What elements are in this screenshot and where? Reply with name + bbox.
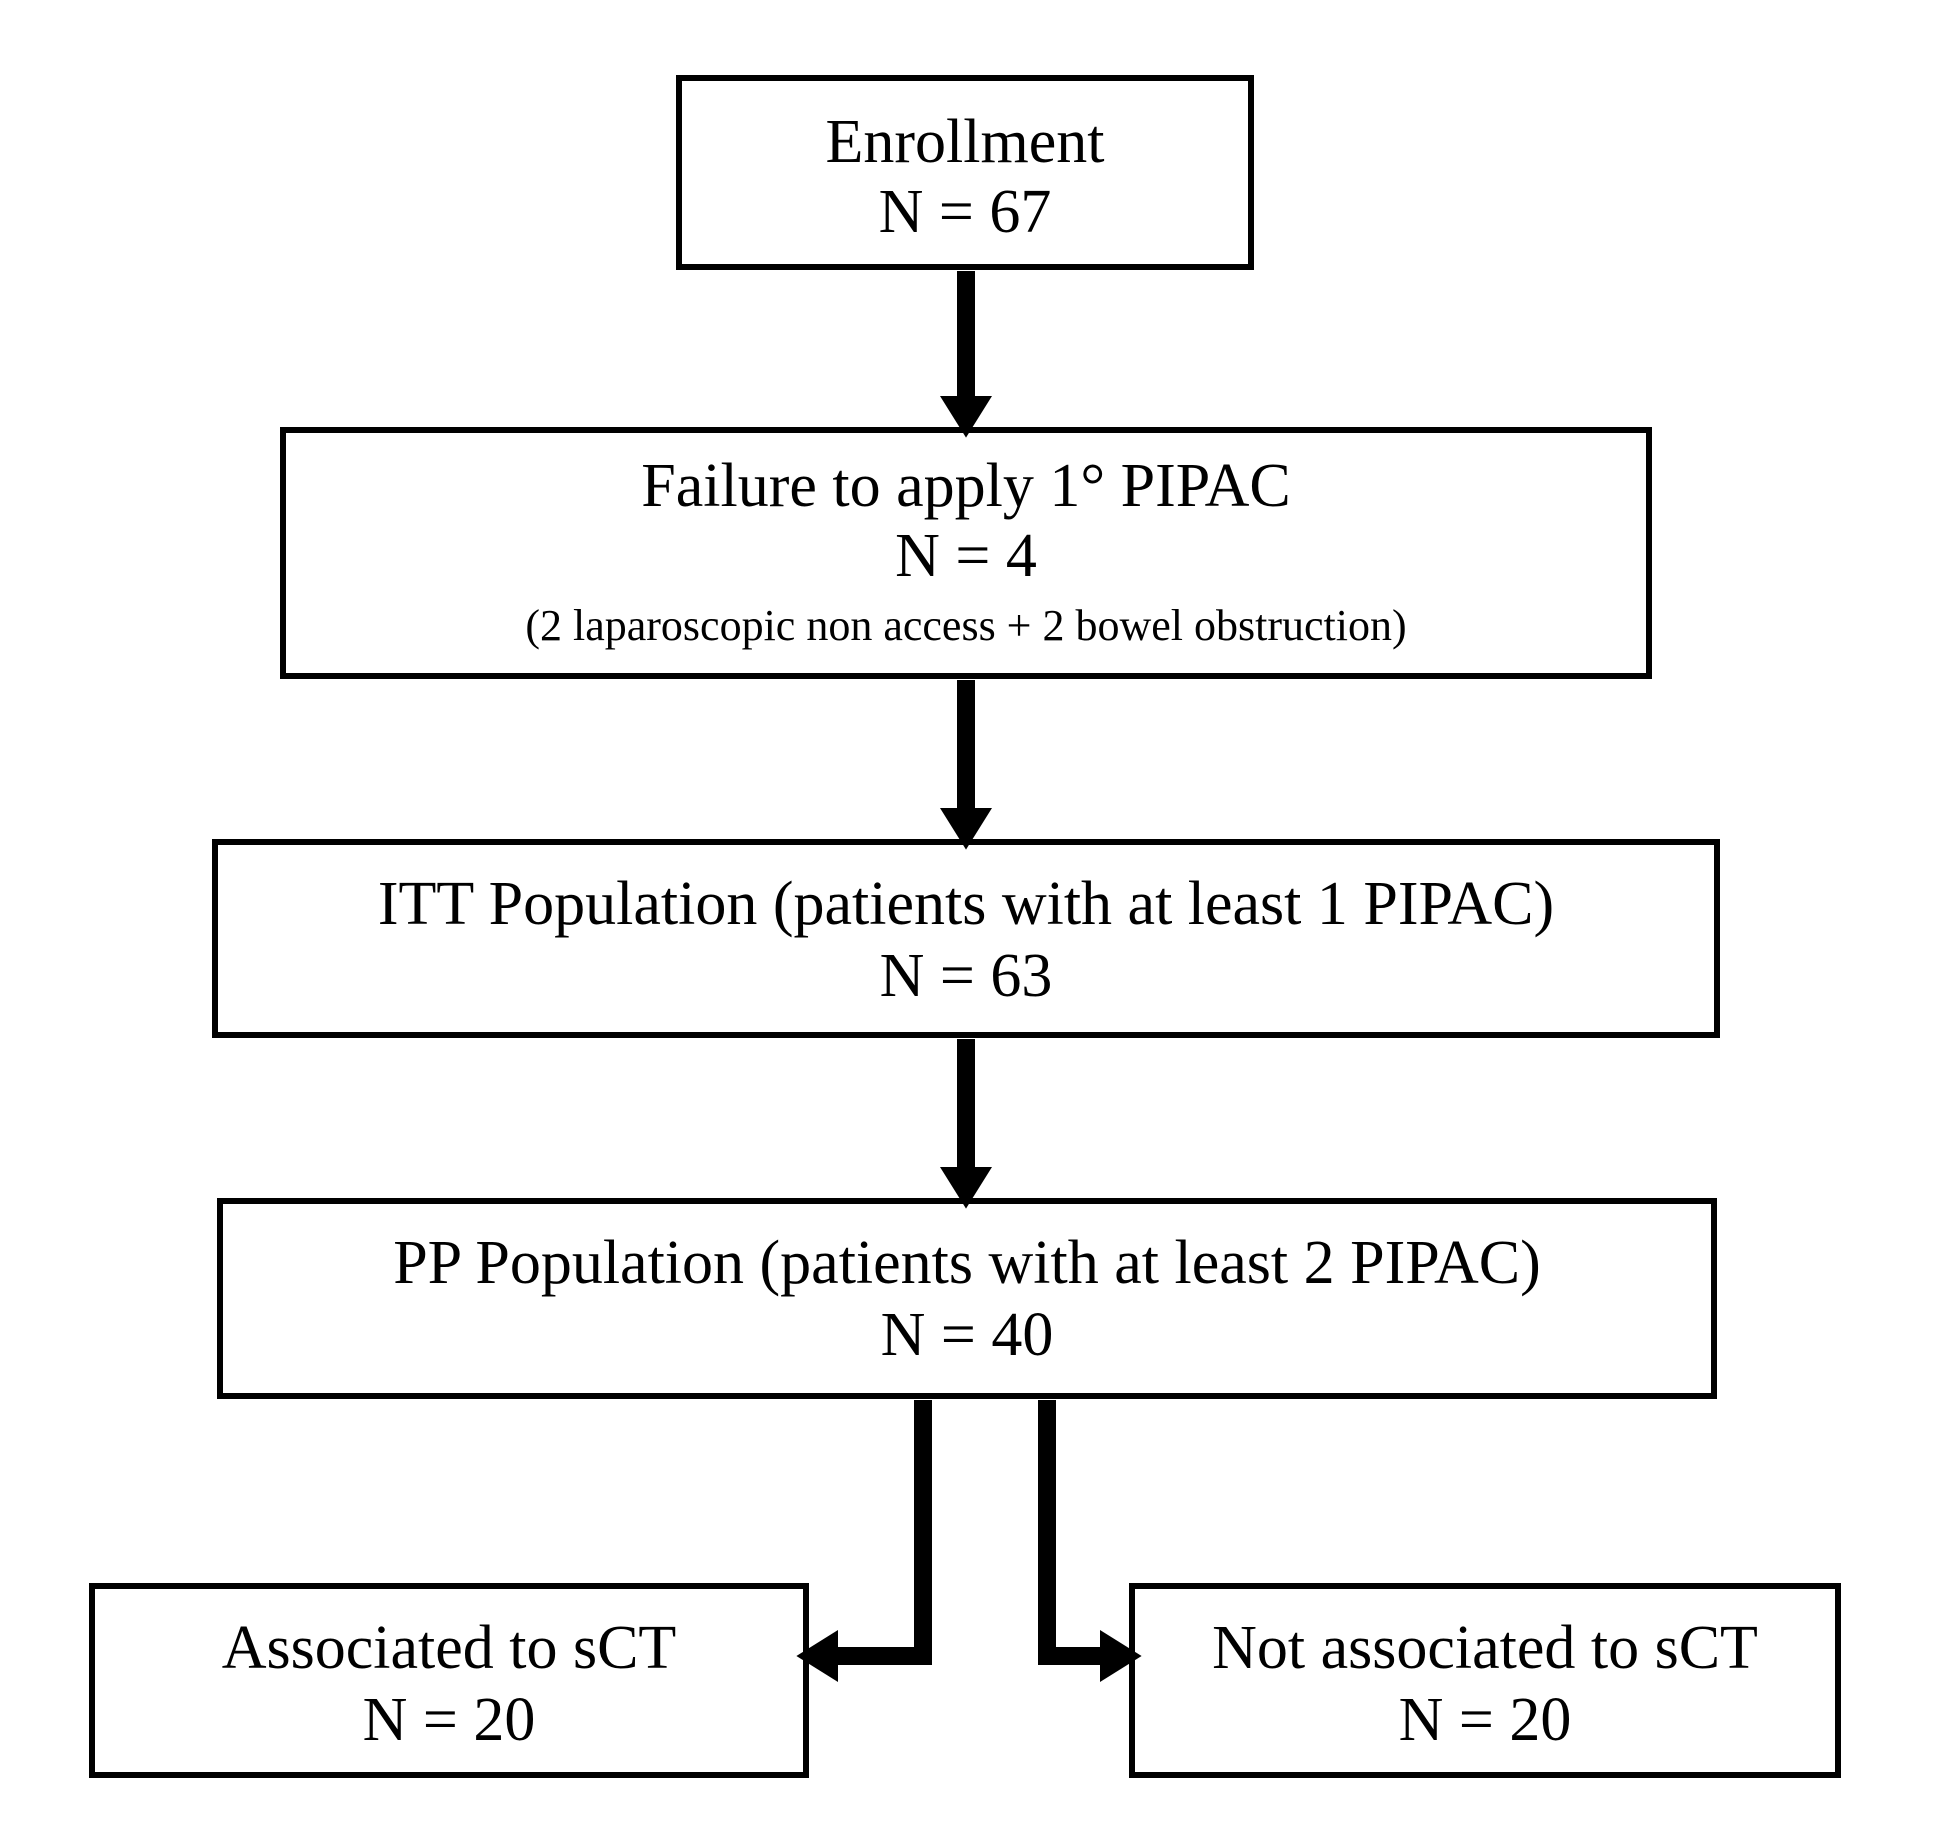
flowchart: EnrollmentN = 67 Failure to apply 1° PIPA… [0,0,1935,1829]
assoc-text-0: Associated to sCT [222,1614,677,1682]
enrollment-text-1: N = 67 [879,178,1052,246]
a_left [828,1400,923,1656]
a_right [1047,1400,1110,1656]
not_assoc-text-1: N = 20 [1399,1686,1572,1754]
itt-text-0: ITT Population (patients with at least 1… [378,870,1554,938]
not_assoc-text-0: Not associated to sCT [1212,1614,1758,1682]
failure-text-0: Failure to apply 1° PIPAC [641,452,1290,520]
enrollment-text-0: Enrollment [826,108,1105,176]
failure-text-1: N = 4 [895,522,1037,590]
itt-text-1: N = 63 [880,942,1053,1010]
pp-text-0: PP Population (patients with at least 2 … [393,1229,1541,1297]
pp-text-1: N = 40 [881,1301,1054,1369]
failure-text-2: (2 laparoscopic non access + 2 bowel obs… [525,601,1406,650]
assoc-text-1: N = 20 [363,1686,536,1754]
